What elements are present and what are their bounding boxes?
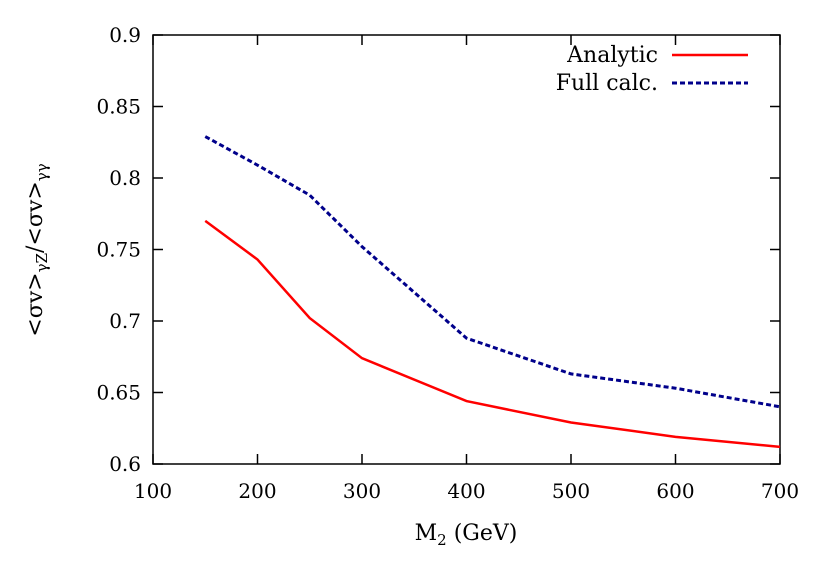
x-tick-label: 100 [134,479,172,503]
legend-label: Full calc. [556,71,658,96]
y-tick-label: 0.7 [109,309,141,333]
legend-label: Analytic [566,43,658,68]
x-tick-label: 300 [343,479,381,503]
x-tick-label: 500 [552,479,590,503]
y-tick-label: 0.8 [109,166,141,190]
y-tick-label: 0.75 [96,238,141,262]
x-tick-label: 400 [447,479,485,503]
y-tick-label: 0.65 [96,381,141,405]
plot-frame [153,35,780,464]
x-tick-label: 700 [761,479,799,503]
series-line-0 [205,221,780,447]
x-tick-label: 200 [238,479,276,503]
y-tick-label: 0.85 [96,95,141,119]
series-line-1 [205,137,780,407]
x-tick-label: 600 [656,479,694,503]
x-axis-label: M2 (GeV) [415,521,518,549]
y-axis-label: <σv>γZ/<σv>γγ [23,163,51,336]
y-tick-label: 0.9 [109,23,141,47]
y-tick-label: 0.6 [109,452,141,476]
